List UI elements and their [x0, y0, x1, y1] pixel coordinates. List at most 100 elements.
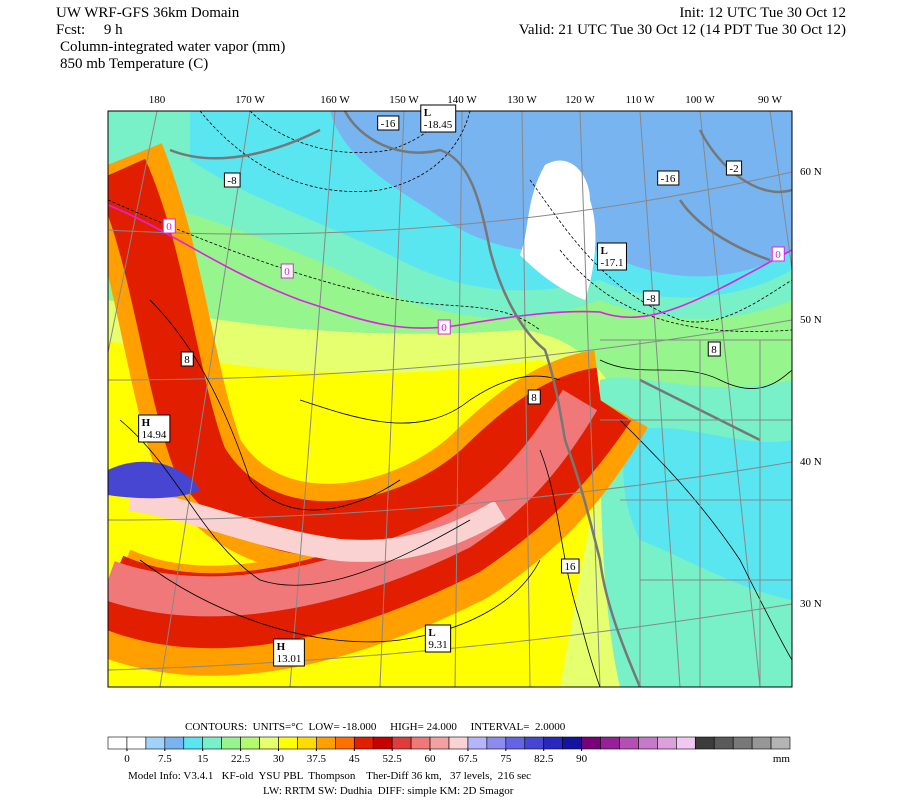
init-time: Init: 12 UTC Tue 30 Oct 12 — [679, 5, 846, 21]
color-swatch — [145, 736, 166, 750]
color-swatch — [486, 736, 507, 750]
contour-value: 0 — [441, 322, 447, 334]
contour-label: 8 — [180, 351, 194, 367]
contour-value: -8 — [227, 175, 237, 187]
label-box — [223, 172, 241, 188]
color-swatch — [713, 736, 734, 750]
center-value: 13.01 — [277, 653, 302, 665]
label-box — [162, 218, 176, 234]
color-swatch — [562, 736, 582, 750]
colorbar-tick-label: 75 — [500, 753, 512, 765]
color-swatch — [581, 736, 601, 750]
contour-label: -8 — [642, 290, 660, 306]
color-swatch — [694, 736, 715, 750]
contour-value: 0 — [775, 249, 781, 261]
center-value: 14.94 — [142, 429, 167, 441]
colorbar-tick-label: 67.5 — [458, 753, 478, 765]
colorbar-tick-label: 7.5 — [158, 753, 172, 765]
moisture-area — [623, 427, 792, 600]
borders — [600, 339, 792, 687]
contour-value: 0 — [284, 266, 290, 278]
contour-label: 0 — [280, 263, 294, 279]
label-box — [180, 351, 194, 367]
label-box — [424, 624, 452, 653]
center-symbol: L — [424, 107, 431, 119]
model-info: Model Info: V3.4.1 KF-old YSU PBL Thomps… — [128, 770, 531, 782]
color-swatch — [353, 736, 374, 750]
color-swatch — [278, 736, 298, 750]
longitude-label: 180 — [149, 94, 166, 106]
color-swatch — [676, 736, 696, 750]
color-swatch — [751, 736, 772, 750]
color-swatch — [410, 736, 431, 750]
contour-value: -2 — [729, 163, 738, 175]
color-swatch — [600, 736, 620, 750]
zero-isotherm — [108, 204, 792, 329]
pressure-center: L-18.45 — [420, 104, 457, 133]
contour-label: -16 — [657, 170, 680, 186]
latitude-label: 30 N — [800, 598, 822, 610]
color-swatch — [221, 736, 241, 750]
contour-label: 0 — [771, 246, 785, 262]
label-box — [377, 115, 400, 131]
contour-label: 8 — [527, 389, 541, 405]
label-box — [138, 414, 171, 443]
longitude-label: 160 W — [320, 94, 350, 106]
contour-value: 8 — [531, 392, 537, 404]
moisture-band — [128, 489, 506, 562]
label-box — [707, 341, 721, 357]
color-swatch — [202, 736, 222, 750]
colorbar-tick-label: 45 — [349, 753, 361, 765]
label-box — [437, 319, 451, 335]
center-symbol: L — [428, 627, 435, 639]
pressure-center: L-17.1 — [597, 242, 627, 271]
graticule — [108, 111, 792, 687]
colorbar-tick-label: 52.5 — [383, 753, 403, 765]
dry-area — [520, 160, 596, 300]
colorbar-unit: mm — [773, 753, 791, 765]
longitude-label: 170 W — [235, 94, 265, 106]
contour-label: 8 — [707, 341, 721, 357]
temperature-contours — [108, 111, 792, 687]
model-info: LW: RRTM SW: Dudhia DIFF: simple KM: 2D … — [263, 785, 514, 797]
color-swatch — [543, 736, 563, 750]
contour-value: 16 — [565, 561, 577, 573]
colorbar-tick-label: 60 — [425, 753, 437, 765]
contour-info: CONTOURS: UNITS=°C LOW= -18.000 HIGH= 24… — [185, 721, 566, 733]
field-name: 850 mb Temperature (C) — [60, 56, 208, 72]
label-box — [273, 638, 305, 667]
contour-label: -2 — [725, 160, 743, 176]
label-box — [771, 246, 785, 262]
color-swatch — [770, 736, 791, 750]
latitude-label: 40 N — [800, 456, 822, 468]
color-swatch — [316, 736, 336, 750]
color-swatch — [638, 736, 658, 750]
colorbar-tick-label: 30 — [273, 753, 285, 765]
colorbar-tick-label: 90 — [576, 753, 588, 765]
color-swatch — [297, 736, 317, 750]
map — [108, 111, 792, 687]
contour-value: -8 — [646, 293, 656, 305]
colorbar-tick-label: 37.5 — [307, 753, 327, 765]
contour-value: 8 — [184, 354, 190, 366]
color-swatch — [259, 736, 279, 750]
contour-label: -16 — [377, 115, 400, 131]
contour-label: 0 — [437, 319, 451, 335]
color-swatch — [183, 736, 204, 750]
color-swatch — [164, 736, 185, 750]
label-box — [420, 104, 457, 133]
pressure-center: H13.01 — [273, 638, 305, 667]
latitude-label: 60 N — [800, 166, 822, 178]
color-swatch — [372, 736, 393, 750]
contour-value: -16 — [661, 173, 676, 185]
longitude-label: 90 W — [758, 94, 783, 106]
label-box — [642, 290, 660, 306]
center-symbol: H — [142, 417, 151, 429]
center-value: -17.1 — [601, 257, 624, 269]
contour-label: 0 — [162, 218, 176, 234]
colorbar-tick-label: 22.5 — [231, 753, 251, 765]
color-swatch — [467, 736, 488, 750]
latitude-label: 50 N — [800, 314, 822, 326]
contour-value: 0 — [166, 221, 172, 233]
